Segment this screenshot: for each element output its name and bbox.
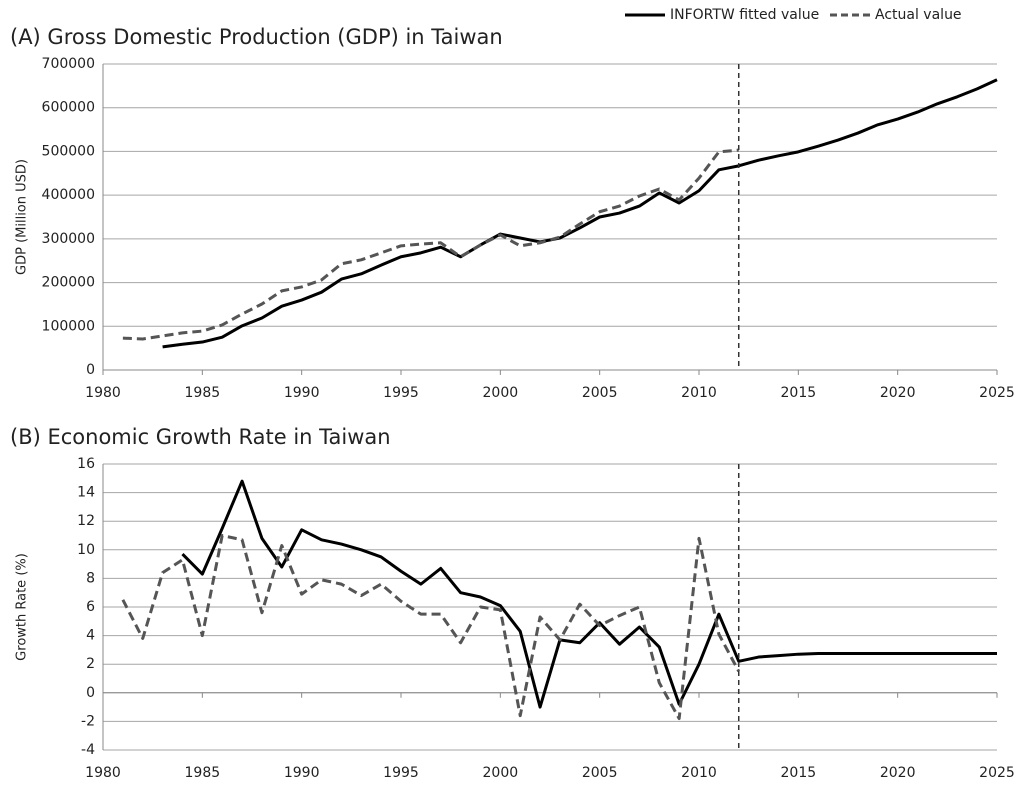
x-tick-label: 1990 [284, 765, 320, 781]
x-tick-label: 1990 [284, 385, 320, 401]
x-tick-label: 2010 [681, 765, 717, 781]
y-tick-label: -4 [81, 742, 95, 758]
x-tick-label: 1985 [185, 765, 221, 781]
y-tick-label: 400000 [42, 187, 95, 203]
y-axis-label: GDP (Million USD) [15, 159, 30, 275]
y-tick-label: 10 [77, 542, 95, 558]
x-tick-label: 2025 [979, 765, 1015, 781]
y-tick-label: 700000 [42, 56, 95, 72]
x-tick-label: 1980 [85, 765, 121, 781]
x-tick-label: 2000 [483, 765, 519, 781]
chart-title: (A) Gross Domestic Production (GDP) in T… [10, 25, 503, 49]
x-tick-label: 2015 [781, 385, 817, 401]
y-tick-label: 100000 [42, 318, 95, 334]
x-tick-label: 2020 [880, 765, 916, 781]
y-tick-label: 2 [86, 656, 95, 672]
y-tick-label: 14 [77, 485, 95, 501]
y-tick-label: 0 [86, 685, 95, 701]
x-tick-label: 1995 [383, 385, 419, 401]
legend-label: INFORTW fitted value [670, 7, 819, 23]
y-tick-label: 600000 [42, 100, 95, 116]
series-line [121, 534, 741, 721]
legend-label: Actual value [875, 7, 962, 23]
y-tick-label: 4 [86, 628, 95, 644]
x-tick-label: 2025 [979, 385, 1015, 401]
y-tick-label: 0 [86, 362, 95, 378]
y-tick-label: 6 [86, 599, 95, 615]
x-tick-label: 2010 [681, 385, 717, 401]
x-tick-label: 1980 [85, 385, 121, 401]
x-tick-label: 1995 [383, 765, 419, 781]
x-tick-label: 2000 [483, 385, 519, 401]
y-tick-label: 500000 [42, 143, 95, 159]
x-tick-label: 2005 [582, 765, 618, 781]
chart-title: (B) Economic Growth Rate in Taiwan [10, 425, 391, 449]
y-tick-label: 300000 [42, 231, 95, 247]
x-tick-label: 2020 [880, 385, 916, 401]
x-tick-label: 1985 [185, 385, 221, 401]
y-tick-label: 16 [77, 456, 95, 472]
y-axis-label: Growth Rate (%) [15, 553, 30, 661]
x-tick-label: 2015 [781, 765, 817, 781]
series-line [122, 148, 739, 341]
x-tick-label: 2005 [582, 385, 618, 401]
y-tick-label: -2 [81, 713, 95, 729]
y-tick-label: 12 [77, 513, 95, 529]
series-line [162, 78, 998, 349]
y-tick-label: 8 [86, 570, 95, 586]
series-line [181, 479, 997, 709]
y-tick-label: 200000 [42, 275, 95, 291]
